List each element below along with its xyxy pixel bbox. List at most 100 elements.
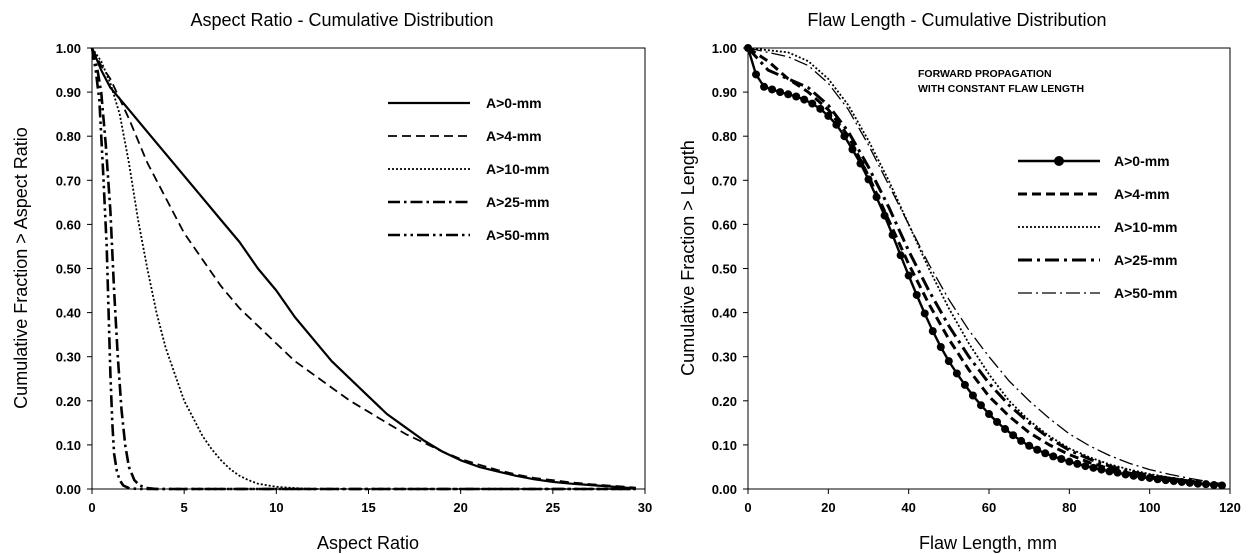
series-line-4 [90,47,636,491]
data-point [1089,463,1098,472]
series-layer [90,47,636,491]
tick-layer: 0 5 10 15 20 25 30 0.00 0.10 0.20 0.30 0.40 0.50 0.60… [56,41,653,515]
legend: A>0-mm A>4-mm A>10-mm A>25-mm A>50-mm [388,95,549,243]
x-tick-label: 80 [1062,500,1076,515]
x-tick-label: 20 [453,500,467,515]
data-point [784,90,793,99]
data-point [1081,462,1090,471]
data-point [1049,452,1058,461]
x-tick-label: 40 [901,500,915,515]
aspect-ratio-chart: Aspect Ratio - Cumulative Distribution 0… [11,10,652,553]
y-tick-label: 0.30 [56,350,81,365]
data-point [993,417,1002,426]
data-point [904,271,913,280]
data-point [976,401,985,410]
y-tick-label: 0.60 [56,217,81,232]
data-point [960,380,969,389]
x-tick-label: 0 [744,500,751,515]
data-point [952,369,961,378]
data-point [1025,441,1034,450]
data-point [1041,449,1050,458]
x-tick-label: 60 [982,500,996,515]
tick-layer: 0 20 40 60 80 100 120 0.00 0.10 0.20 0.30 0.40 0.50 0… [712,41,1241,515]
data-point [856,159,865,168]
annotation-line-1: FORWARD PROPAGATION [918,68,1052,80]
x-axis-label: Aspect Ratio [317,533,419,553]
data-point [944,357,953,366]
y-axis-label: Cumulative Fraction > Length [678,140,698,376]
data-point [816,104,825,113]
y-tick-label: 0.20 [56,394,81,409]
series-layer [744,44,1226,490]
legend: A>0-mm A>4-mm A>10-mm A>25-mm A>50-mm [1018,153,1177,301]
legend-label: A>25-mm [486,194,549,210]
data-point [1009,431,1018,440]
y-tick-label: 0.30 [712,350,737,365]
data-point [1001,425,1010,434]
x-tick-label: 15 [361,500,375,515]
x-tick-label: 25 [546,500,560,515]
series-line-3 [747,47,1223,486]
x-tick-label: 5 [181,500,188,515]
series-line-1 [90,47,636,490]
x-tick-label: 0 [88,500,95,515]
series-line-4 [746,46,1223,487]
data-point [768,85,777,94]
x-tick-label: 100 [1139,500,1161,515]
series-line-2 [91,47,636,489]
data-point [936,342,945,351]
legend-label: A>0-mm [486,95,542,111]
legend-marker [1054,156,1064,166]
y-tick-label: 0.70 [56,173,81,188]
x-tick-label: 120 [1219,500,1241,515]
data-point [776,88,785,97]
data-point [1033,445,1042,454]
legend-label: A>50-mm [486,227,549,243]
legend-label: A>25-mm [1114,252,1177,268]
y-axis-label: Cumulative Fraction > Aspect Ratio [11,127,31,409]
y-tick-label: 0.50 [56,262,81,277]
data-point [928,327,937,336]
data-point [1065,457,1074,466]
chart-title: Aspect Ratio - Cumulative Distribution [190,10,493,30]
y-tick-label: 0.70 [712,173,737,188]
legend-label: A>0-mm [1114,153,1170,169]
y-tick-label: 0.00 [56,482,81,497]
data-point [920,309,929,318]
data-point [1057,455,1066,464]
legend-label: A>4-mm [1114,186,1170,202]
y-tick-label: 0.80 [712,129,737,144]
y-tick-label: 0.90 [712,85,737,100]
y-tick-label: 0.50 [712,262,737,277]
data-point [896,251,905,260]
legend-label: A>4-mm [486,128,542,144]
y-tick-label: 1.00 [56,41,81,56]
plot-frame [747,47,1231,490]
y-tick-label: 0.10 [56,438,81,453]
x-tick-label: 20 [821,500,835,515]
flaw-length-chart: Flaw Length - Cumulative Distribution 0 2… [678,10,1241,553]
x-tick-label: 10 [269,500,283,515]
y-tick-label: 0.00 [712,482,737,497]
y-tick-label: 0.60 [712,217,737,232]
data-point [968,391,977,400]
y-tick-label: 0.20 [712,394,737,409]
data-point [752,70,761,79]
x-axis-label: Flaw Length, mm [919,533,1057,553]
series-line-2 [747,46,1223,487]
series-line-5 [747,47,1223,485]
plot-frame [91,47,646,490]
y-tick-label: 0.80 [56,129,81,144]
data-point [800,95,809,104]
legend-label: A>10-mm [1114,219,1177,235]
y-tick-label: 0.90 [56,85,81,100]
y-tick-label: 0.10 [712,438,737,453]
data-point [1073,459,1082,468]
x-tick-label: 30 [638,500,652,515]
data-point [808,99,817,108]
y-tick-label: 0.40 [56,306,81,321]
annotation-line-2: WITH CONSTANT FLAW LENGTH [918,83,1084,95]
chart-title: Flaw Length - Cumulative Distribution [807,10,1106,30]
series-line-5 [90,47,636,491]
